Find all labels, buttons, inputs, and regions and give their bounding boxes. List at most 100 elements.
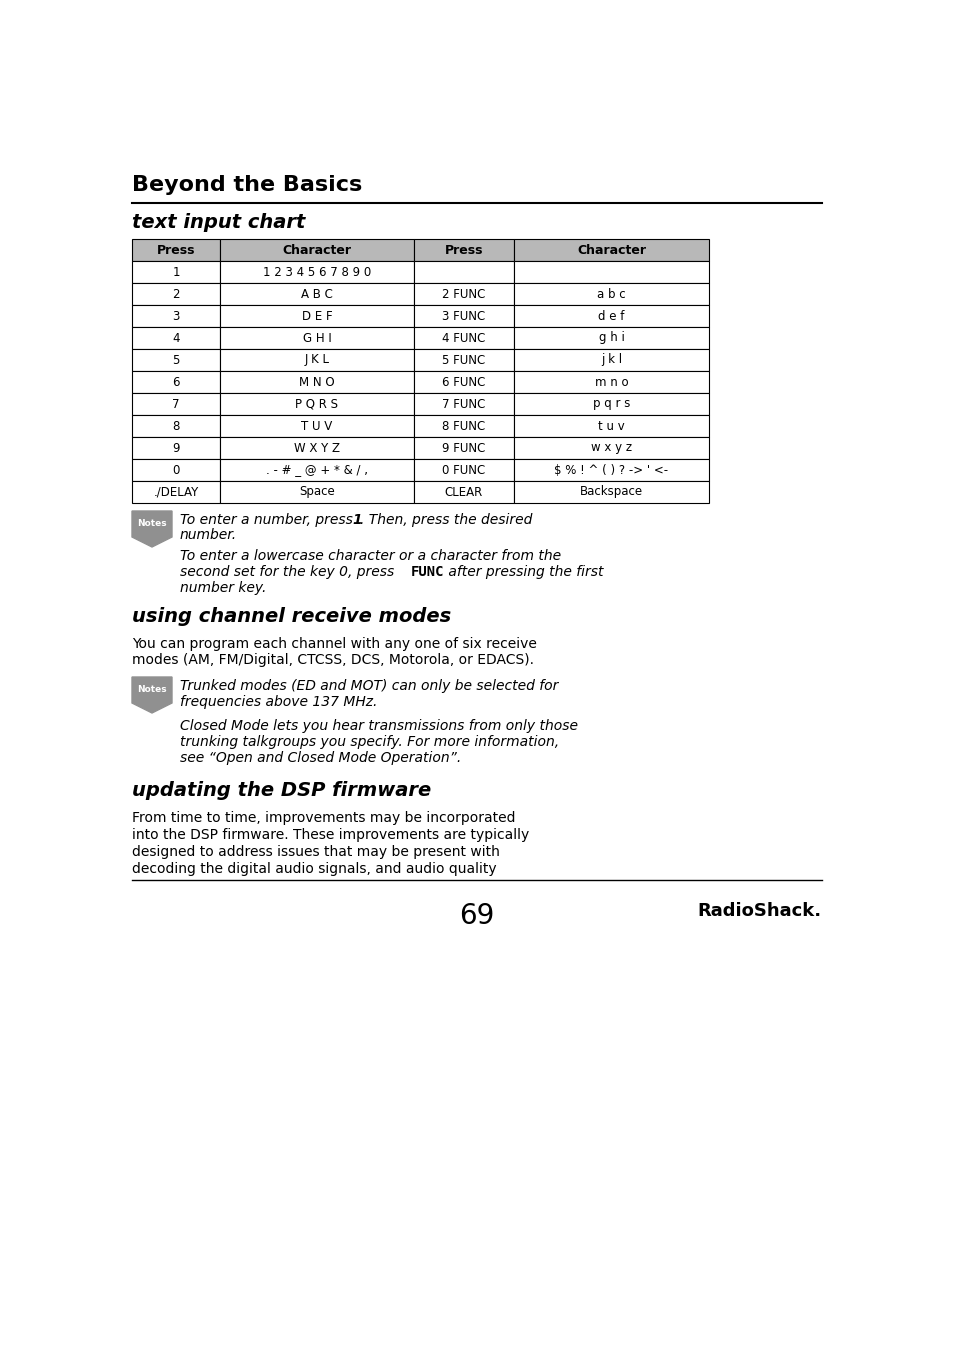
Text: decoding the digital audio signals, and audio quality: decoding the digital audio signals, and … — [132, 862, 497, 875]
Text: ./DELAY: ./DELAY — [153, 485, 198, 499]
Text: Backspace: Backspace — [579, 485, 642, 499]
Text: 0: 0 — [172, 463, 179, 477]
Text: Character: Character — [282, 243, 351, 257]
Text: . Then, press the desired: . Then, press the desired — [359, 513, 532, 527]
Bar — [514, 372, 708, 393]
Text: Trunked modes (ED and MOT) can only be selected for: Trunked modes (ED and MOT) can only be s… — [180, 680, 558, 693]
Bar — [220, 349, 414, 372]
Text: 6: 6 — [172, 376, 179, 389]
Text: A B C: A B C — [301, 288, 333, 300]
Text: Closed Mode lets you hear transmissions from only those: Closed Mode lets you hear transmissions … — [180, 719, 578, 734]
Text: 7 FUNC: 7 FUNC — [442, 397, 485, 411]
Bar — [132, 305, 220, 327]
Text: W X Y Z: W X Y Z — [294, 442, 339, 454]
Text: 69: 69 — [458, 902, 495, 929]
Bar — [514, 305, 708, 327]
Bar — [414, 261, 514, 282]
Bar — [132, 481, 220, 503]
Bar — [414, 481, 514, 503]
Bar — [132, 261, 220, 282]
Text: modes (AM, FM/Digital, CTCSS, DCS, Motorola, or EDACS).: modes (AM, FM/Digital, CTCSS, DCS, Motor… — [132, 653, 534, 667]
Text: Notes: Notes — [137, 520, 167, 528]
Bar — [220, 372, 414, 393]
Text: a b c: a b c — [597, 288, 625, 300]
Polygon shape — [132, 677, 172, 713]
Bar — [514, 327, 708, 349]
Bar — [220, 239, 414, 261]
Text: number.: number. — [180, 528, 237, 542]
Bar — [514, 459, 708, 481]
Text: 6 FUNC: 6 FUNC — [442, 376, 485, 389]
Bar — [414, 327, 514, 349]
Bar — [414, 393, 514, 415]
Bar — [132, 239, 220, 261]
Bar — [220, 481, 414, 503]
Bar — [514, 261, 708, 282]
Text: using channel receive modes: using channel receive modes — [132, 607, 451, 626]
Text: $ % ! ^ ( ) ? -> ' <-: $ % ! ^ ( ) ? -> ' <- — [554, 463, 668, 477]
Text: 5: 5 — [172, 354, 179, 366]
Text: 1: 1 — [172, 266, 179, 278]
Bar — [132, 349, 220, 372]
Text: M N O: M N O — [299, 376, 335, 389]
Text: 8: 8 — [172, 420, 179, 432]
Bar — [132, 415, 220, 436]
Bar — [414, 372, 514, 393]
Text: second set for the key 0, press: second set for the key 0, press — [180, 565, 398, 580]
Text: see “Open and Closed Mode Operation”.: see “Open and Closed Mode Operation”. — [180, 751, 460, 765]
Text: 3 FUNC: 3 FUNC — [442, 309, 485, 323]
Bar — [514, 415, 708, 436]
Bar — [414, 239, 514, 261]
Bar — [514, 349, 708, 372]
Bar — [514, 393, 708, 415]
Text: FUNC: FUNC — [411, 565, 444, 580]
Text: 4: 4 — [172, 331, 179, 345]
Text: Beyond the Basics: Beyond the Basics — [132, 176, 362, 195]
Text: number key.: number key. — [180, 581, 266, 594]
Bar — [514, 282, 708, 305]
Text: trunking talkgroups you specify. For more information,: trunking talkgroups you specify. For mor… — [180, 735, 558, 748]
Bar — [414, 459, 514, 481]
Bar — [220, 261, 414, 282]
Bar — [414, 415, 514, 436]
Text: into the DSP firmware. These improvements are typically: into the DSP firmware. These improvement… — [132, 828, 529, 842]
Bar — [132, 436, 220, 459]
Text: j k l: j k l — [600, 354, 621, 366]
Bar — [514, 239, 708, 261]
Bar — [132, 393, 220, 415]
Text: T U V: T U V — [301, 420, 333, 432]
Text: 7: 7 — [172, 397, 179, 411]
Text: updating the DSP firmware: updating the DSP firmware — [132, 781, 431, 800]
Text: Press: Press — [156, 243, 195, 257]
Text: 3: 3 — [172, 309, 179, 323]
Text: 5 FUNC: 5 FUNC — [442, 354, 485, 366]
Text: 9: 9 — [172, 442, 179, 454]
Text: text input chart: text input chart — [132, 213, 305, 232]
Text: after pressing the first: after pressing the first — [443, 565, 603, 580]
Text: Press: Press — [444, 243, 483, 257]
Text: frequencies above 137 MHz.: frequencies above 137 MHz. — [180, 694, 377, 709]
Text: D E F: D E F — [301, 309, 332, 323]
Bar — [220, 282, 414, 305]
Bar — [220, 393, 414, 415]
Text: Notes: Notes — [137, 685, 167, 694]
Bar — [132, 372, 220, 393]
Bar — [220, 436, 414, 459]
Text: designed to address issues that may be present with: designed to address issues that may be p… — [132, 844, 499, 859]
Bar — [220, 305, 414, 327]
Text: 9 FUNC: 9 FUNC — [442, 442, 485, 454]
Text: . - # _ @ + * & / ,: . - # _ @ + * & / , — [266, 463, 368, 477]
Text: To enter a lowercase character or a character from the: To enter a lowercase character or a char… — [180, 549, 560, 563]
Text: w x y z: w x y z — [590, 442, 632, 454]
Bar — [220, 415, 414, 436]
Polygon shape — [132, 511, 172, 547]
Bar — [132, 282, 220, 305]
Text: p q r s: p q r s — [592, 397, 630, 411]
Bar — [414, 436, 514, 459]
Text: Character: Character — [577, 243, 645, 257]
Text: 1: 1 — [352, 513, 361, 527]
Text: 1 2 3 4 5 6 7 8 9 0: 1 2 3 4 5 6 7 8 9 0 — [263, 266, 371, 278]
Text: 2 FUNC: 2 FUNC — [442, 288, 485, 300]
Bar — [414, 305, 514, 327]
Text: To enter a number, press: To enter a number, press — [180, 513, 356, 527]
